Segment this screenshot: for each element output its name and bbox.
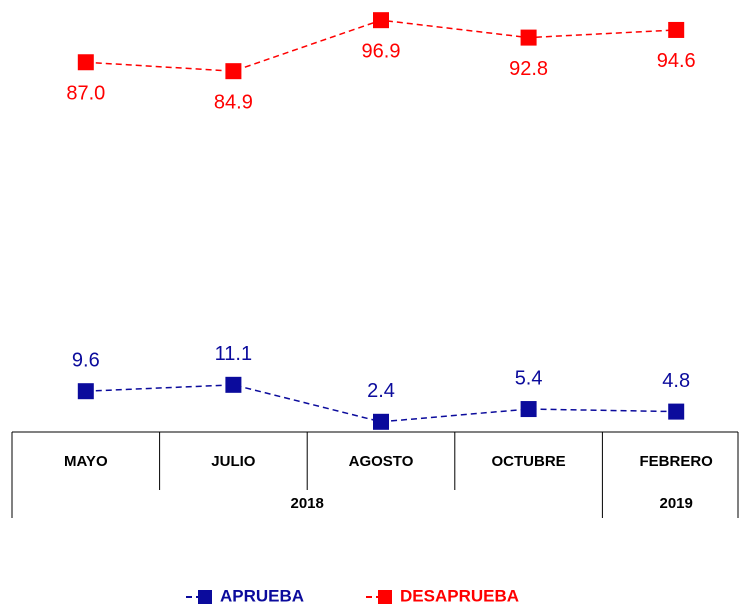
- data-label: 92.8: [509, 58, 548, 80]
- marker: [77, 54, 94, 71]
- data-label: 5.4: [515, 367, 543, 389]
- legend-marker: [378, 590, 392, 604]
- x-tick-label: OCTUBRE: [492, 453, 566, 470]
- marker: [668, 403, 685, 420]
- marker: [225, 376, 242, 393]
- data-label: 96.9: [362, 40, 401, 62]
- marker: [520, 401, 537, 418]
- x-tick-label: MAYO: [64, 453, 108, 470]
- marker: [373, 12, 389, 29]
- marker: [225, 63, 242, 80]
- x-tick-label: AGOSTO: [349, 453, 414, 470]
- marker: [373, 413, 389, 430]
- legend-label: DESAPRUEBA: [400, 586, 519, 605]
- legend-label: APRUEBA: [220, 586, 304, 605]
- year-label: 2019: [660, 495, 693, 512]
- data-label: 87.0: [66, 83, 105, 105]
- x-tick-label: FEBRERO: [640, 453, 714, 470]
- data-label: 9.6: [72, 349, 100, 371]
- data-label: 84.9: [214, 91, 253, 113]
- data-label: 4.8: [662, 370, 690, 392]
- data-label: 11.1: [215, 343, 252, 365]
- x-tick-label: JULIO: [211, 453, 256, 470]
- legend-marker: [198, 590, 212, 604]
- marker: [77, 383, 94, 400]
- marker: [668, 21, 685, 38]
- data-label: 2.4: [367, 380, 395, 402]
- data-label: 94.6: [657, 50, 696, 72]
- marker: [520, 29, 537, 46]
- year-label: 2018: [291, 495, 324, 512]
